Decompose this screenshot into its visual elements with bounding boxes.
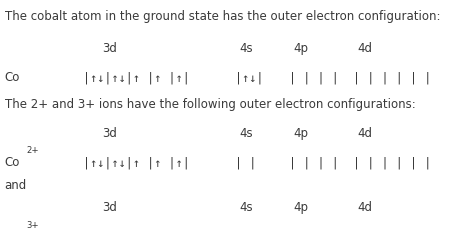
- Text: 2+: 2+: [26, 146, 39, 155]
- Text: 3+: 3+: [26, 221, 39, 229]
- Text: and: and: [5, 179, 27, 192]
- Text: 4p: 4p: [293, 201, 308, 214]
- Text: |↑↓|↑↓|↑ |↑ |↑|: |↑↓|↑↓|↑ |↑ |↑|: [83, 71, 190, 84]
- Text: 4s: 4s: [239, 201, 253, 214]
- Text: The cobalt atom in the ground state has the outer electron configuration:: The cobalt atom in the ground state has …: [5, 10, 440, 23]
- Text: | |: | |: [235, 156, 256, 169]
- Text: Co: Co: [5, 156, 20, 169]
- Text: | | | | | |: | | | | | |: [353, 156, 431, 169]
- Text: |↑↓|: |↑↓|: [235, 71, 263, 84]
- Text: 4p: 4p: [293, 127, 308, 140]
- Text: 4d: 4d: [358, 127, 373, 140]
- Text: | | | |: | | | |: [289, 71, 339, 84]
- Text: 4p: 4p: [293, 41, 308, 55]
- Text: 3d: 3d: [102, 41, 117, 55]
- Text: |↑↓|↑↓|↑ |↑ |↑|: |↑↓|↑↓|↑ |↑ |↑|: [83, 156, 190, 169]
- Text: 4d: 4d: [358, 201, 373, 214]
- Text: | | | |: | | | |: [289, 156, 339, 169]
- Text: 3d: 3d: [102, 201, 117, 214]
- Text: Co: Co: [5, 71, 20, 84]
- Text: 4d: 4d: [358, 41, 373, 55]
- Text: 4s: 4s: [239, 41, 253, 55]
- Text: 3d: 3d: [102, 127, 117, 140]
- Text: The 2+ and 3+ ions have the following outer electron configurations:: The 2+ and 3+ ions have the following ou…: [5, 98, 416, 111]
- Text: | | | | | |: | | | | | |: [353, 71, 431, 84]
- Text: 4s: 4s: [239, 127, 253, 140]
